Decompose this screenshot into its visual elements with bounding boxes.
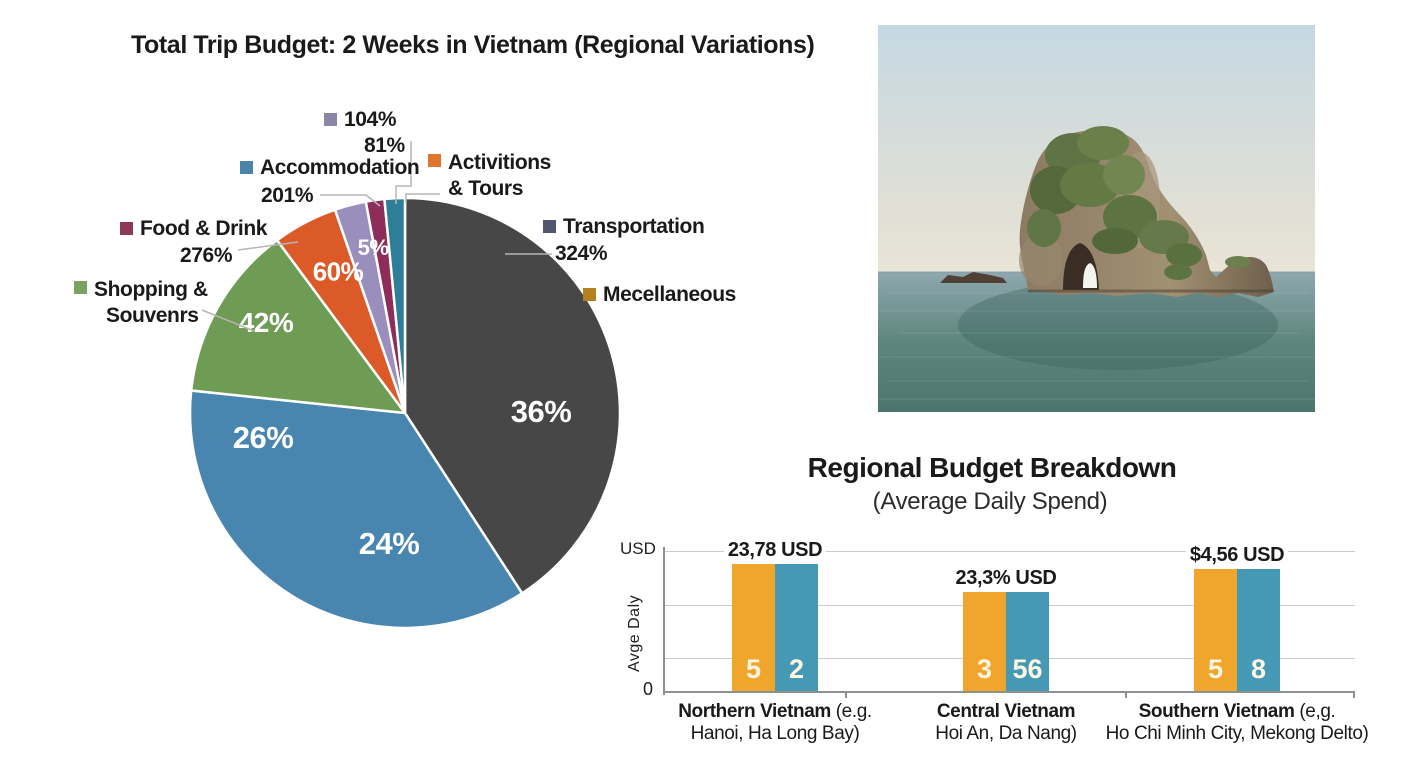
bar-teal-series-group1: 2	[775, 563, 818, 691]
bar-teal-series-group3: 8	[1237, 569, 1280, 691]
bar-value-label: 5	[1207, 653, 1224, 684]
legend-label: 201%	[261, 184, 314, 207]
x-axis-category-sublabel: Hanoi, Ha Long Bay)	[690, 723, 860, 744]
vegetation	[1027, 126, 1251, 280]
legend-label: Shopping & Souvenrs	[94, 278, 208, 328]
bar-orange-series-group3: 5	[1194, 569, 1237, 691]
legend-item-activities: Activitions & Tours	[428, 150, 551, 203]
pie-slice-accommodation-blue	[188, 389, 524, 630]
y-axis-line	[663, 547, 665, 695]
x-axis-category-label: Central Vietnam	[936, 701, 1076, 722]
slate-swatch-icon	[543, 220, 556, 233]
blue-swatch-icon	[240, 161, 253, 174]
axis-tick	[845, 692, 847, 698]
bar-group-annotation: 23,3% USD	[951, 566, 1061, 590]
x-axis-category-sublabel: Hoi An, Da Nang)	[935, 723, 1077, 744]
y-axis-zero-label: 0	[643, 679, 654, 699]
legend-item-accommodation: Accommodation	[240, 155, 420, 181]
legend-label: Accommodation	[260, 156, 420, 179]
x-axis-category-label: Northern Vietnam (e.g.	[678, 701, 872, 722]
bar-value-label: 56	[1012, 653, 1043, 684]
axis-tick	[1353, 692, 1355, 698]
x-axis-line	[663, 691, 1355, 693]
legend-item-food: Food & Drink	[120, 216, 267, 242]
orange-swatch-icon	[428, 154, 441, 167]
legend-item-transportation: Transportation	[543, 214, 705, 240]
axis-tick	[1125, 692, 1127, 698]
bar-chart-title: Regional Budget Breakdown	[807, 452, 1177, 483]
legend-label: Mecellaneous	[603, 283, 736, 306]
bar-orange-series-group1: 5	[732, 563, 775, 691]
legend-item-324: 324%	[555, 241, 608, 267]
bar-value-label: 2	[788, 653, 805, 684]
legend-label: Activitions & Tours	[448, 151, 551, 201]
y-axis-unit-label: USD	[620, 539, 656, 558]
bar-orange-series-group2: 3	[963, 591, 1006, 691]
bar-group-annotation: 23,78 USD	[723, 538, 827, 562]
brown-swatch-icon	[583, 288, 596, 301]
legend-item-104: 104%	[324, 107, 397, 133]
purple-swatch-icon	[324, 113, 337, 126]
pie-chart	[188, 196, 622, 630]
gridline	[663, 551, 1355, 552]
maroon-swatch-icon	[120, 222, 133, 235]
bar-value-label: 5	[745, 653, 762, 684]
x-axis-category-label: Southern Vietnam (e,g.	[1138, 701, 1336, 722]
bar-chart-subtitle: (Average Daily Spend)	[872, 488, 1108, 515]
legend-item-shopping: Shopping & Souvenrs	[74, 277, 208, 330]
x-axis-category-sublabel: Ho Chi Minh City, Mekong Delto)	[1105, 723, 1369, 744]
pie-chart-title: Total Trip Budget: 2 Weeks in Vietnam (R…	[131, 31, 815, 59]
bar-value-label: 3	[976, 653, 993, 684]
legend-item-81: 81%	[364, 133, 405, 159]
legend-label: 324%	[555, 242, 608, 265]
legend-item-276: 276%	[180, 243, 233, 269]
halong-bay-island-photo	[878, 25, 1315, 412]
legend-label: 81%	[364, 134, 405, 157]
legend-label: 104%	[344, 108, 397, 131]
legend-label: Food & Drink	[140, 217, 268, 240]
bar-teal-series-group2: 56	[1006, 591, 1049, 691]
green-swatch-icon	[74, 281, 87, 294]
legend-item-miscellaneous: Mecellaneous	[583, 282, 736, 308]
legend-label: 276%	[180, 244, 233, 267]
bar-group-annotation: $4,56 USD	[1185, 544, 1289, 568]
bar-value-label: 8	[1250, 653, 1267, 684]
legend-label: Transportation	[563, 215, 705, 238]
legend-item-201: 201%	[261, 183, 314, 209]
